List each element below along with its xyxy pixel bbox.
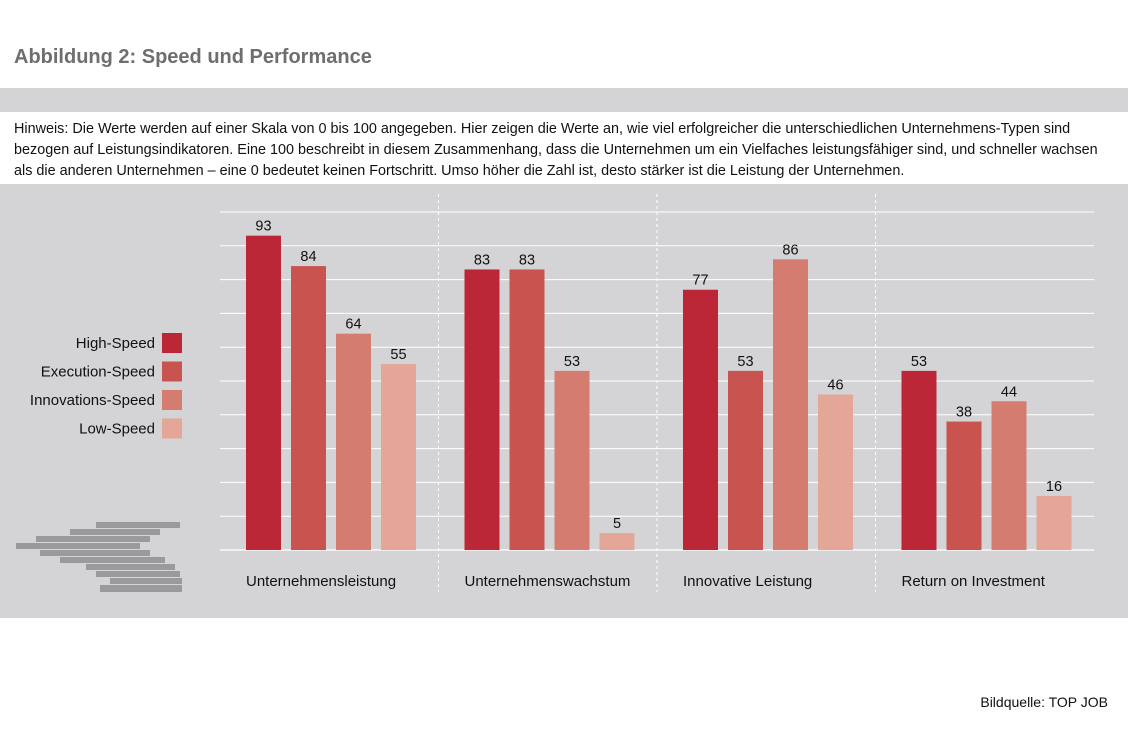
bar [464, 269, 500, 550]
data-label: 53 [911, 354, 927, 370]
data-label: 86 [782, 242, 798, 258]
speed-lines-decoration [16, 522, 182, 592]
bar [818, 394, 853, 550]
data-label: 93 [255, 219, 271, 235]
data-label: 53 [737, 354, 753, 370]
bar [991, 401, 1027, 550]
category-label: Unternehmenswachstum [465, 573, 631, 590]
data-label: 55 [390, 347, 406, 363]
bar-chart: 93 84 64 55 83 83 53 5 77 53 86 46 53 38 44 16 Unterneh… [16, 194, 1094, 592]
legend-swatch [162, 361, 182, 382]
bars [246, 235, 1072, 550]
legend-swatch [162, 390, 182, 410]
legend-swatch [162, 333, 182, 353]
bar [509, 269, 545, 550]
data-label: 46 [827, 378, 843, 394]
note-text: Hinweis: Die Werte werden auf einer Skal… [0, 112, 1128, 184]
bar [728, 370, 763, 550]
legend-label: High-Speed [76, 335, 155, 352]
bar [336, 333, 371, 550]
data-labels: 93 84 64 55 83 83 53 5 77 53 86 46 53 38 44 16 [255, 219, 1062, 532]
chart-title: Abbildung 2: Speed und Performance [14, 46, 372, 68]
bar [246, 235, 281, 550]
legend-label: Innovations-Speed [30, 392, 155, 409]
legend: High-Speed Execution-Speed Innovations-Spe… [30, 333, 182, 439]
category-label: Innovative Leistung [683, 573, 812, 590]
category-labels: Unternehmensleistung Unternehmenswachstum… [246, 573, 1046, 590]
data-label: 84 [300, 249, 316, 265]
data-label: 64 [345, 317, 361, 333]
header-band [0, 88, 1128, 112]
legend-label: Execution-Speed [41, 364, 155, 381]
data-label: 83 [519, 252, 535, 268]
data-label: 44 [1001, 384, 1017, 400]
data-label: 77 [692, 273, 708, 289]
bar [946, 421, 982, 550]
data-label: 53 [564, 354, 580, 370]
category-label: Unternehmensleistung [246, 573, 396, 590]
chart-panel: 93 84 64 55 83 83 53 5 77 53 86 46 53 38 44 16 Unterneh… [0, 184, 1128, 618]
group-separators [438, 194, 876, 592]
bar [773, 259, 808, 550]
data-label: 83 [474, 252, 490, 268]
data-label: 16 [1046, 479, 1062, 495]
legend-label: Low-Speed [79, 421, 155, 438]
bar [1036, 495, 1072, 550]
data-label: 38 [956, 405, 972, 421]
data-label: 5 [613, 516, 621, 532]
bar [554, 370, 590, 550]
bar [599, 533, 635, 550]
bar [291, 266, 326, 550]
image-credit: Bildquelle: TOP JOB [980, 694, 1108, 710]
bar [381, 364, 416, 550]
bar [901, 370, 937, 550]
category-label: Return on Investment [902, 573, 1046, 590]
bar [683, 289, 718, 550]
legend-swatch [162, 418, 182, 439]
